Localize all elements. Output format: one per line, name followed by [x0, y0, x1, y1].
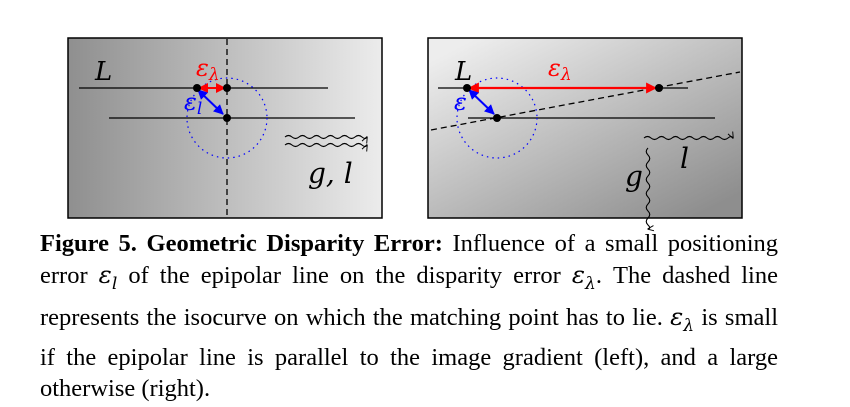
left-label-gl: g, l	[308, 157, 353, 190]
left-eps-l-arrow	[197, 89, 224, 115]
caption-text-2: of the epipolar line on the disparity er…	[117, 262, 572, 290]
right-label-l: l	[680, 142, 689, 175]
caption-math-eps-l: εl	[98, 260, 118, 295]
right-point-c	[493, 114, 501, 122]
left-uncertainty-circle	[186, 77, 268, 159]
left-panel: L ελ εl g, l	[67, 37, 383, 219]
right-label-eps-lambda: ελ	[548, 54, 572, 85]
right-wavy-g-line	[645, 147, 650, 229]
right-label-g: g	[625, 160, 643, 193]
left-label-eps-lambda: ελ	[196, 54, 220, 85]
left-point-b	[223, 84, 231, 92]
right-label-eps-l: ε	[454, 88, 467, 116]
caption-lead: Figure 5. Geometric Disparity Error:	[40, 230, 443, 257]
right-wavy-gradient-line	[643, 137, 733, 141]
right-point-b	[655, 84, 663, 92]
caption-text-3: . The dashed line represents the isocurv…	[40, 262, 778, 331]
left-wavy-line-1	[284, 134, 367, 139]
caption-math-eps-lambda-2: ελ	[670, 301, 695, 336]
left-wavy-line-2	[284, 142, 367, 147]
right-uncertainty-circle	[456, 77, 538, 159]
right-panel-background	[427, 37, 743, 219]
right-label-L: L	[454, 57, 472, 87]
left-point-c	[223, 114, 231, 122]
caption-math-eps-lambda: ελ	[571, 260, 596, 295]
figure-caption: Figure 5. Geometric Disparity Error: Inf…	[40, 228, 778, 405]
figure: L ελ εl g, l L ελ ε g l	[67, 37, 743, 232]
left-point-a	[193, 84, 201, 92]
left-label-L: L	[94, 57, 112, 87]
caption-text-4: is small if the epipolar line is paralle…	[40, 303, 778, 403]
right-panel: L ελ ε g l	[427, 37, 743, 229]
caption-text-1: Influence of a small positioning error	[40, 230, 779, 290]
left-panel-background	[67, 37, 383, 219]
right-eps-l-arrow	[468, 89, 495, 115]
left-label-eps-l: εl	[184, 88, 202, 119]
right-isocurve	[430, 71, 741, 131]
right-point-a	[463, 84, 471, 92]
